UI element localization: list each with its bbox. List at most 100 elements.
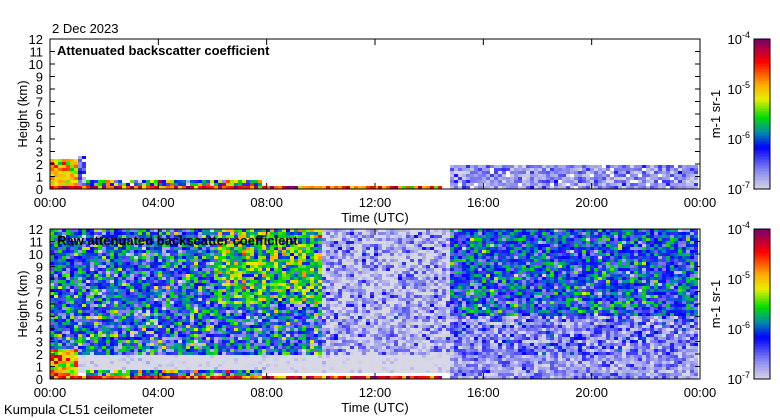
heatmap-cell [134, 232, 138, 235]
heatmap-cell [290, 265, 294, 268]
heatmap-cell [78, 370, 82, 373]
heatmap-cell [54, 174, 58, 177]
heatmap-cell [50, 355, 54, 358]
heatmap-cell [306, 331, 310, 334]
heatmap-cell [126, 322, 130, 325]
heatmap-cell [294, 271, 298, 274]
heatmap-cell [686, 177, 690, 180]
heatmap-cell [186, 280, 190, 283]
heatmap-cell [118, 337, 122, 340]
heatmap-cell [226, 271, 230, 274]
heatmap-cell [54, 337, 58, 340]
heatmap-cell [190, 355, 194, 358]
heatmap-cell [214, 244, 218, 247]
heatmap-cell [210, 235, 214, 238]
heatmap-cell [314, 370, 318, 373]
heatmap-cell [346, 301, 350, 304]
heatmap-cell [102, 180, 106, 183]
heatmap-cell [338, 319, 342, 322]
heatmap-cell [338, 316, 342, 319]
heatmap-cell [206, 322, 210, 325]
heatmap-cell [174, 274, 178, 277]
heatmap-cell [134, 183, 138, 186]
heatmap-cell [118, 367, 122, 370]
heatmap-cell [330, 361, 334, 364]
heatmap-cell [218, 340, 222, 343]
heatmap-cell [138, 358, 142, 361]
heatmap-cell [382, 286, 386, 289]
heatmap-cell [130, 355, 134, 358]
heatmap-cell [202, 325, 206, 328]
heatmap-cell [94, 232, 98, 235]
heatmap-cell [342, 277, 346, 280]
heatmap-cell [238, 262, 242, 265]
heatmap-cell [278, 334, 282, 337]
heatmap-cell [186, 180, 190, 183]
heatmap-cell [66, 244, 70, 247]
heatmap-cell [90, 180, 94, 183]
heatmap-cell [342, 283, 346, 286]
heatmap-cell [118, 250, 122, 253]
heatmap-cell [290, 298, 294, 301]
heatmap-cell [90, 319, 94, 322]
heatmap-cell [378, 292, 382, 295]
heatmap-cell [182, 229, 186, 232]
heatmap-cell [222, 271, 226, 274]
heatmap-cell [122, 295, 126, 298]
heatmap-cell [278, 349, 282, 352]
heatmap-cell [266, 289, 270, 292]
heatmap-cell [66, 253, 70, 256]
heatmap-cell [238, 319, 242, 322]
heatmap-cell [86, 370, 90, 373]
heatmap-cell [298, 292, 302, 295]
heatmap-cell [50, 304, 54, 307]
heatmap-cell [230, 346, 234, 349]
heatmap-cell [230, 316, 234, 319]
heatmap-cell [86, 349, 90, 352]
heatmap-cell [594, 183, 598, 186]
heatmap-cell [682, 183, 686, 186]
heatmap-cell [138, 186, 142, 189]
heatmap-cell [62, 376, 66, 379]
heatmap-cell [238, 238, 242, 241]
heatmap-cell [262, 253, 266, 256]
heatmap-cell [374, 361, 378, 364]
heatmap-cell [346, 355, 350, 358]
heatmap-cell [250, 180, 254, 183]
heatmap-cell [150, 349, 154, 352]
heatmap-cell [138, 331, 142, 334]
heatmap-cell [310, 313, 314, 316]
heatmap-cell [166, 319, 170, 322]
heatmap-cell [58, 307, 62, 310]
heatmap-cell [170, 340, 174, 343]
heatmap-cell [174, 337, 178, 340]
heatmap-cell [506, 180, 510, 183]
heatmap-cell [66, 313, 70, 316]
heatmap-cell [290, 331, 294, 334]
heatmap-cell [122, 183, 126, 186]
heatmap-cell [570, 177, 574, 180]
heatmap-cell [574, 180, 578, 183]
heatmap-cell [182, 265, 186, 268]
heatmap-cell [82, 247, 86, 250]
heatmap-cell [62, 355, 66, 358]
heatmap-cell [374, 238, 378, 241]
heatmap-cell [250, 238, 254, 241]
heatmap-cell [550, 180, 554, 183]
heatmap-cell [58, 349, 62, 352]
heatmap-cell [82, 307, 86, 310]
heatmap-cell [74, 310, 78, 313]
heatmap-cell [126, 358, 130, 361]
heatmap-cell [250, 262, 254, 265]
heatmap-cell [146, 355, 150, 358]
heatmap-cell [298, 355, 302, 358]
heatmap-cell [262, 265, 266, 268]
heatmap-cell [50, 289, 54, 292]
heatmap-cell [58, 280, 62, 283]
heatmap-cell [202, 289, 206, 292]
heatmap-cell [478, 168, 482, 171]
heatmap-cell [94, 340, 98, 343]
heatmap-cell [114, 247, 118, 250]
heatmap-cell [302, 337, 306, 340]
heatmap-cell [282, 289, 286, 292]
